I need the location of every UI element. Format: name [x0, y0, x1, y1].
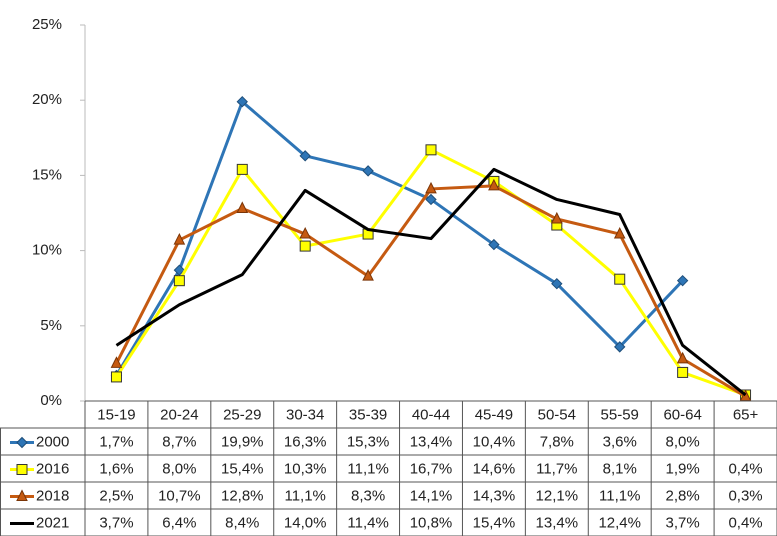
legend-triangle-marker: [16, 489, 28, 501]
table-cell: 6,4%: [162, 514, 196, 531]
square-marker: [614, 273, 626, 285]
diamond-marker: [173, 264, 186, 276]
table-cell: 13,4%: [410, 433, 453, 450]
table-cell: 8,0%: [666, 433, 700, 450]
table-cell: 16,3%: [284, 433, 327, 450]
diamond-marker: [614, 341, 626, 353]
table-cell: 15,3%: [347, 433, 390, 450]
triangle-marker: [173, 232, 186, 245]
category-label: 20-24: [160, 406, 198, 423]
table-cell: 14,0%: [284, 514, 327, 531]
table-cell: 8,0%: [162, 460, 196, 477]
triangle-marker: [110, 356, 123, 368]
table-cell: 1,9%: [666, 460, 700, 477]
y-tick-label: 10%: [32, 242, 62, 259]
table-cell: 16,7%: [410, 460, 453, 477]
square-marker: [173, 275, 185, 287]
diamond-marker: [488, 238, 500, 251]
legend-label: 2018: [36, 487, 69, 504]
table-cell: 11,1%: [284, 487, 325, 504]
triangle-marker: [676, 351, 689, 364]
category-label: 65+: [733, 406, 759, 423]
table-cell: 14,3%: [473, 487, 516, 504]
y-tick-label: 20%: [32, 91, 62, 108]
diamond-marker: [236, 95, 248, 108]
legend-label: 2000: [36, 433, 69, 450]
table-cell: 3,7%: [99, 514, 133, 531]
table-cell: 2,5%: [99, 487, 133, 504]
category-label: 55-59: [601, 406, 639, 423]
table-cell: 2,8%: [666, 487, 700, 504]
table-cell: 10,7%: [158, 487, 201, 504]
square-marker: [236, 163, 248, 175]
category-label: 25-29: [223, 406, 261, 423]
table-cell: 12,8%: [221, 487, 264, 504]
table-cell: 10,4%: [473, 433, 516, 450]
table-cell: 14,6%: [473, 460, 516, 477]
diamond-marker: [362, 165, 374, 177]
table-cell: 0,4%: [728, 514, 762, 531]
table-cell: 8,1%: [603, 460, 637, 477]
triangle-marker: [236, 201, 249, 213]
series-line: [115, 100, 684, 377]
table-cell: 15,4%: [473, 514, 516, 531]
table-cell: 12,4%: [598, 514, 641, 531]
y-tick-label: 25%: [32, 16, 62, 33]
table-cell: 1,6%: [99, 460, 133, 477]
category-label: 15-19: [97, 406, 135, 423]
square-marker: [425, 144, 437, 156]
y-tick-label: 15%: [32, 166, 62, 183]
legend-label: 2016: [36, 460, 69, 477]
legend-label: 2021: [36, 514, 69, 531]
category-label: 50-54: [538, 406, 576, 423]
table-cell: 15,4%: [221, 460, 264, 477]
square-marker: [677, 366, 689, 378]
triangle-marker: [362, 269, 374, 281]
table-cell: 13,4%: [536, 514, 579, 531]
diamond-marker: [299, 150, 311, 162]
table-cell: 8,7%: [162, 433, 196, 450]
diamond-marker: [425, 193, 437, 206]
square-marker: [299, 240, 311, 252]
table-cell: 11,1%: [347, 460, 388, 477]
y-tick-label: 0%: [40, 392, 62, 409]
table-cell: 0,4%: [728, 460, 762, 477]
category-label: 60-64: [663, 406, 701, 423]
legend-diamond-marker: [16, 436, 28, 449]
legend-square-marker: [16, 464, 28, 475]
triangle-marker: [299, 226, 311, 239]
diamond-marker: [676, 274, 689, 287]
square-marker: [110, 371, 122, 383]
series-line: [115, 167, 747, 397]
table-cell: 14,1%: [410, 487, 453, 504]
diamond-marker: [551, 277, 563, 290]
triangle-marker: [425, 181, 437, 194]
table-cell: 11,4%: [347, 514, 388, 531]
category-label: 45-49: [475, 406, 513, 423]
table-cell: 3,7%: [666, 514, 700, 531]
table-cell: 11,7%: [536, 460, 577, 477]
triangle-marker: [613, 226, 626, 239]
table-cell: 3,6%: [603, 433, 637, 450]
triangle-marker: [551, 211, 563, 224]
table-cell: 11,1%: [599, 487, 640, 504]
table-cell: 19,9%: [221, 433, 264, 450]
category-label: 35-39: [349, 406, 387, 423]
table-cell: 1,7%: [99, 433, 133, 450]
triangle-marker: [488, 178, 500, 191]
table-cell: 10,8%: [410, 514, 453, 531]
triangle-marker: [739, 389, 752, 401]
category-label: 40-44: [412, 406, 450, 423]
y-tick-label: 5%: [40, 317, 62, 334]
table-cell: 7,8%: [540, 433, 574, 450]
table-cell: 8,3%: [351, 487, 385, 504]
table-cell: 12,1%: [536, 487, 579, 504]
table-cell: 0,3%: [728, 487, 762, 504]
table-cell: 10,3%: [284, 460, 327, 477]
category-label: 30-34: [286, 406, 324, 423]
table-cell: 8,4%: [225, 514, 259, 531]
